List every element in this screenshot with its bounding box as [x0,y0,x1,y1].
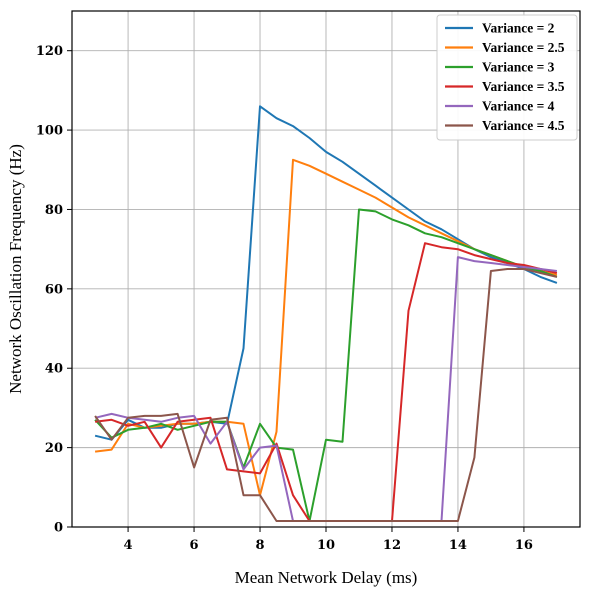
y-axis: 0 20 40 60 80 100 120 [36,44,72,536]
x-axis-label: Mean Network Delay (ms) [235,568,418,587]
legend-entry: Variance = 3 [482,60,555,75]
x-tick-label: 12 [383,538,401,553]
series-line-6 [94,268,558,522]
y-tick-label: 100 [36,124,63,139]
x-tick-label: 10 [317,538,335,553]
y-tick-label: 20 [45,441,63,456]
y-tick-label: 40 [45,362,63,377]
legend: Variance = 2 Variance = 2.5 Variance = 3 Va… [436,14,578,141]
legend-entry: Variance = 3.5 [482,79,565,94]
legend-entry: Variance = 2.5 [482,40,565,55]
y-tick-label: 80 [45,203,63,218]
y-tick-label: 0 [54,521,63,536]
y-axis-label: Network Oscillation Frequency (Hz) [6,144,25,394]
y-tick-label: 60 [45,282,63,297]
legend-box [436,14,578,141]
series-line-3 [94,208,558,522]
legend-entry: Variance = 4.5 [482,118,565,133]
series-lines [94,105,558,522]
legend-entry: Variance = 2 [482,21,555,36]
y-tick-label: 120 [36,44,63,59]
legend-entry: Variance = 4 [482,99,555,114]
x-tick-label: 6 [190,538,199,553]
x-axis: 4 6 8 10 12 14 16 [124,527,533,553]
x-tick-label: 8 [256,538,265,553]
x-tick-label: 16 [515,538,533,553]
x-tick-label: 14 [449,538,467,553]
x-tick-label: 4 [124,538,133,553]
